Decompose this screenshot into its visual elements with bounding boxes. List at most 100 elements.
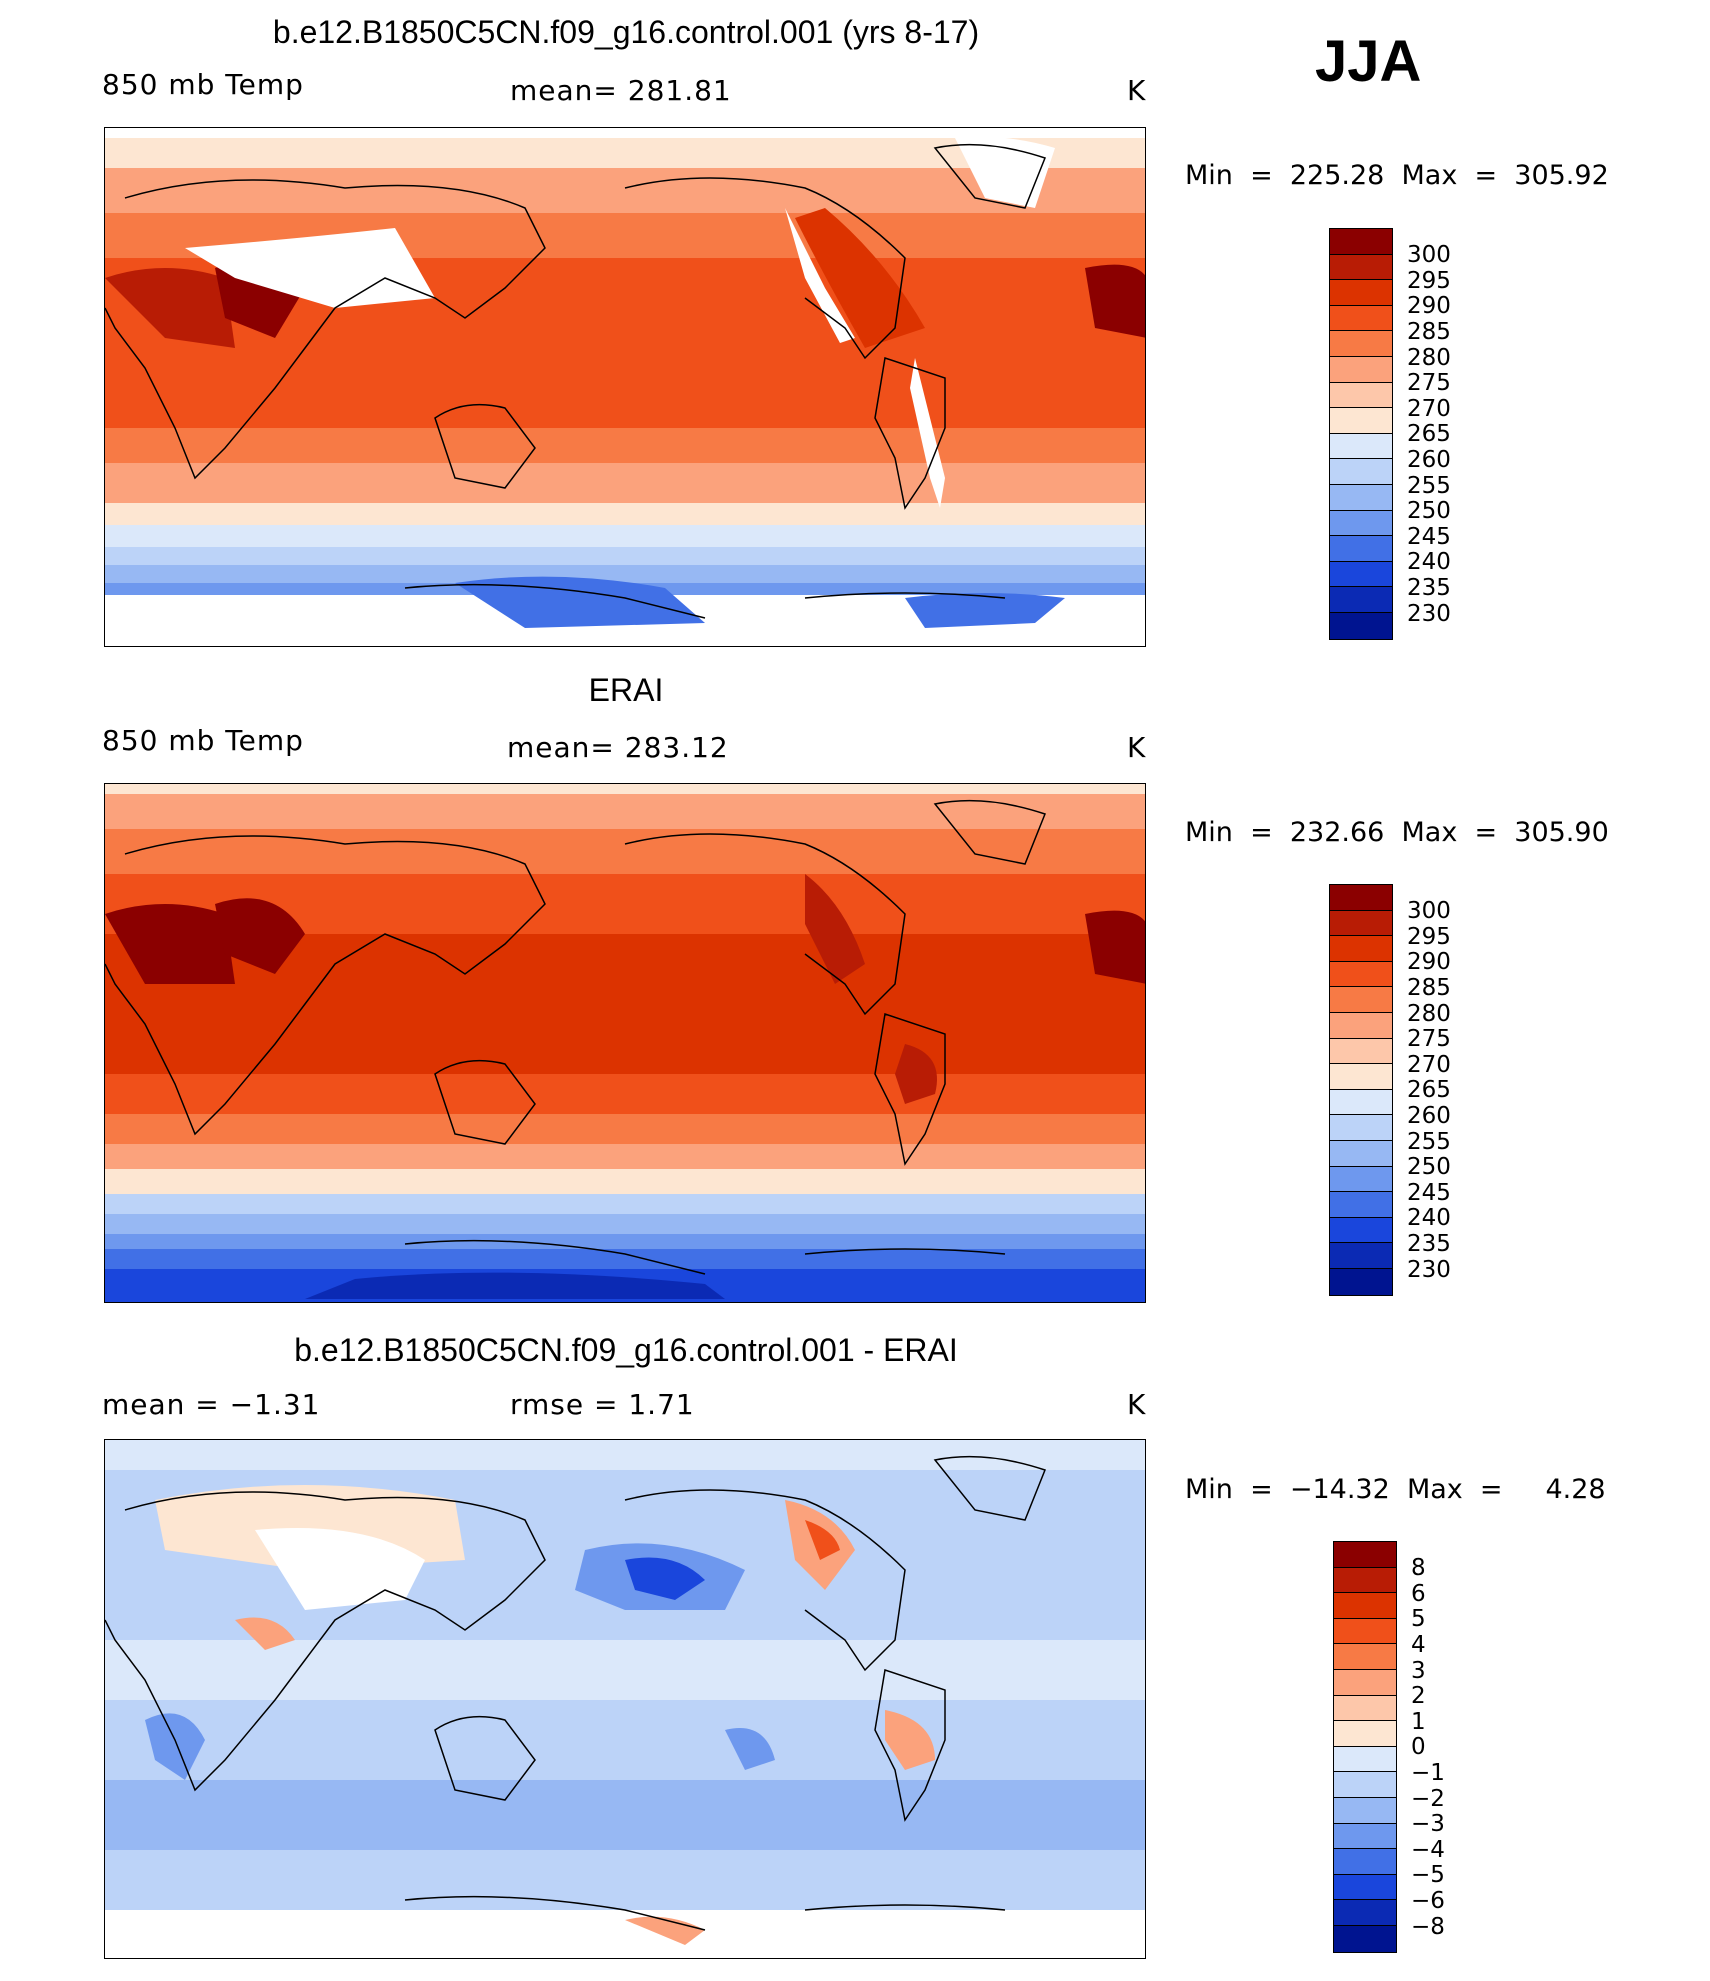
temp-colorbar-tick-label: 300 bbox=[1407, 898, 1451, 925]
panel-1-mean-label: mean= 281.81 bbox=[510, 74, 732, 107]
diff-colorbar-tick-label: −8 bbox=[1411, 1913, 1445, 1940]
temp-colorbar-tick-label: 295 bbox=[1407, 267, 1451, 294]
temp-colorbar-tick-label: 255 bbox=[1407, 1128, 1451, 1155]
temp-colorbar-swatch bbox=[1330, 510, 1392, 537]
panel-3-title: b.e12.B1850C5CN.f09_g16.control.001 - ER… bbox=[294, 1332, 958, 1368]
temp-colorbar-tick-label: 290 bbox=[1407, 293, 1451, 320]
temp-colorbar-swatch bbox=[1330, 561, 1392, 588]
temp-colorbar-swatch bbox=[1330, 433, 1392, 460]
diff-colorbar-tick-label: −4 bbox=[1411, 1836, 1445, 1863]
temp-colorbar-swatch bbox=[1330, 961, 1392, 988]
temp-colorbar-tick-label: 230 bbox=[1407, 600, 1451, 627]
diff-colorbar-swatch bbox=[1334, 1849, 1396, 1875]
temp-colorbar-swatch bbox=[1330, 1038, 1392, 1065]
temp-colorbar-tick-label: 240 bbox=[1407, 549, 1451, 576]
temp-colorbar-tick-label: 285 bbox=[1407, 318, 1451, 345]
diff-colorbar-tick-label: 0 bbox=[1411, 1734, 1426, 1761]
temp-colorbar-tick-label: 275 bbox=[1407, 370, 1451, 397]
temp-colorbar-tick-label: 235 bbox=[1407, 1230, 1451, 1257]
temp-colorbar-tick-label: 245 bbox=[1407, 1179, 1451, 1206]
diff-colorbar-tick-label: 4 bbox=[1411, 1631, 1426, 1658]
temp-colorbar-swatch bbox=[1330, 1064, 1392, 1090]
temp-colorbar-tick-label: 260 bbox=[1407, 1102, 1451, 1129]
diff-colorbar-swatch bbox=[1334, 1925, 1396, 1952]
diff-colorbar-swatch bbox=[1334, 1772, 1396, 1798]
temp-colorbar-swatch bbox=[1330, 885, 1392, 911]
panel-2-title: ERAI bbox=[588, 672, 664, 708]
panel-3-colorbar bbox=[1333, 1541, 1397, 1953]
temp-colorbar-tick-label: 275 bbox=[1407, 1026, 1451, 1053]
temp-colorbar-swatch bbox=[1330, 305, 1392, 332]
diff-colorbar-swatch bbox=[1334, 1797, 1396, 1824]
erai-temperature-map bbox=[104, 783, 1146, 1303]
diff-colorbar-swatch bbox=[1334, 1874, 1396, 1901]
panel-3-rmse-label: rmse = 1.71 bbox=[510, 1388, 695, 1421]
diff-colorbar-tick-label: 8 bbox=[1411, 1555, 1426, 1582]
diff-colorbar-swatch bbox=[1334, 1823, 1396, 1850]
temp-colorbar-swatch bbox=[1330, 459, 1392, 485]
diff-colorbar-swatch bbox=[1334, 1567, 1396, 1594]
temp-colorbar-swatch bbox=[1330, 1089, 1392, 1116]
panel-1-units: K bbox=[1127, 74, 1147, 107]
diff-colorbar-tick-label: −5 bbox=[1411, 1862, 1445, 1889]
temp-colorbar-tick-label: 260 bbox=[1407, 446, 1451, 473]
diff-colorbar-swatch bbox=[1334, 1542, 1396, 1568]
panel-2-units: K bbox=[1127, 731, 1147, 764]
temp-colorbar-tick-label: 265 bbox=[1407, 421, 1451, 448]
diff-colorbar-tick-label: −2 bbox=[1411, 1785, 1445, 1812]
temp-colorbar-swatch bbox=[1330, 382, 1392, 409]
temp-colorbar-swatch bbox=[1330, 910, 1392, 937]
model-temperature-map bbox=[104, 127, 1146, 647]
temp-colorbar-tick-label: 250 bbox=[1407, 498, 1451, 525]
temp-colorbar-swatch bbox=[1330, 254, 1392, 281]
temp-colorbar-tick-label: 240 bbox=[1407, 1205, 1451, 1232]
panel-1-variable-label: 850 mb Temp bbox=[102, 68, 304, 101]
temp-colorbar-swatch bbox=[1330, 987, 1392, 1013]
temp-colorbar-tick-label: 280 bbox=[1407, 1000, 1451, 1027]
temp-colorbar-swatch bbox=[1330, 1192, 1392, 1218]
panel-2-variable-label: 850 mb Temp bbox=[102, 724, 304, 757]
temp-colorbar-swatch bbox=[1330, 484, 1392, 511]
panel-1-title: b.e12.B1850C5CN.f09_g16.control.001 (yrs… bbox=[272, 14, 980, 50]
diff-colorbar-swatch bbox=[1334, 1900, 1396, 1926]
temp-colorbar-swatch bbox=[1330, 229, 1392, 255]
panel-3-mean-label: mean = −1.31 bbox=[102, 1388, 321, 1421]
panel-3-units: K bbox=[1127, 1388, 1147, 1421]
temp-colorbar-tick-label: 245 bbox=[1407, 523, 1451, 550]
panel-3-min-max: Min = −14.32 Max = 4.28 bbox=[1185, 1474, 1606, 1505]
diff-colorbar-swatch bbox=[1334, 1618, 1396, 1645]
temp-colorbar-tick-label: 290 bbox=[1407, 949, 1451, 976]
diff-colorbar-tick-label: −1 bbox=[1411, 1759, 1445, 1786]
panel-2-colorbar bbox=[1329, 884, 1393, 1296]
temp-colorbar-swatch bbox=[1330, 936, 1392, 962]
diff-colorbar-swatch bbox=[1334, 1593, 1396, 1619]
diff-colorbar-tick-label: 5 bbox=[1411, 1606, 1426, 1633]
diff-colorbar-swatch bbox=[1334, 1746, 1396, 1773]
diff-colorbar-tick-label: 6 bbox=[1411, 1580, 1426, 1607]
temp-colorbar-tick-label: 300 bbox=[1407, 242, 1451, 269]
temp-colorbar-swatch bbox=[1330, 280, 1392, 306]
temp-colorbar-swatch bbox=[1330, 1166, 1392, 1193]
temp-colorbar-swatch bbox=[1330, 587, 1392, 613]
panel-2-min-max: Min = 232.66 Max = 305.90 bbox=[1185, 817, 1609, 848]
difference-map bbox=[104, 1439, 1146, 1959]
panel-1-min-max: Min = 225.28 Max = 305.92 bbox=[1185, 160, 1609, 191]
temp-colorbar-swatch bbox=[1330, 1140, 1392, 1167]
diff-colorbar-swatch bbox=[1334, 1695, 1396, 1722]
temp-colorbar-swatch bbox=[1330, 408, 1392, 434]
season-label: JJA bbox=[1315, 29, 1422, 94]
diff-colorbar-swatch bbox=[1334, 1644, 1396, 1670]
temp-colorbar-tick-label: 230 bbox=[1407, 1256, 1451, 1283]
diff-colorbar-tick-label: −3 bbox=[1411, 1811, 1445, 1838]
diff-colorbar-tick-label: 3 bbox=[1411, 1657, 1426, 1684]
temp-colorbar-swatch bbox=[1330, 536, 1392, 562]
temp-colorbar-tick-label: 285 bbox=[1407, 974, 1451, 1001]
diff-colorbar-tick-label: −6 bbox=[1411, 1887, 1445, 1914]
temp-colorbar-tick-label: 270 bbox=[1407, 1051, 1451, 1078]
temp-colorbar-swatch bbox=[1330, 612, 1392, 639]
diff-colorbar-swatch bbox=[1334, 1721, 1396, 1747]
temp-colorbar-tick-label: 280 bbox=[1407, 344, 1451, 371]
temp-colorbar-swatch bbox=[1330, 1268, 1392, 1295]
temp-colorbar-swatch bbox=[1330, 1243, 1392, 1269]
temp-colorbar-swatch bbox=[1330, 1217, 1392, 1244]
